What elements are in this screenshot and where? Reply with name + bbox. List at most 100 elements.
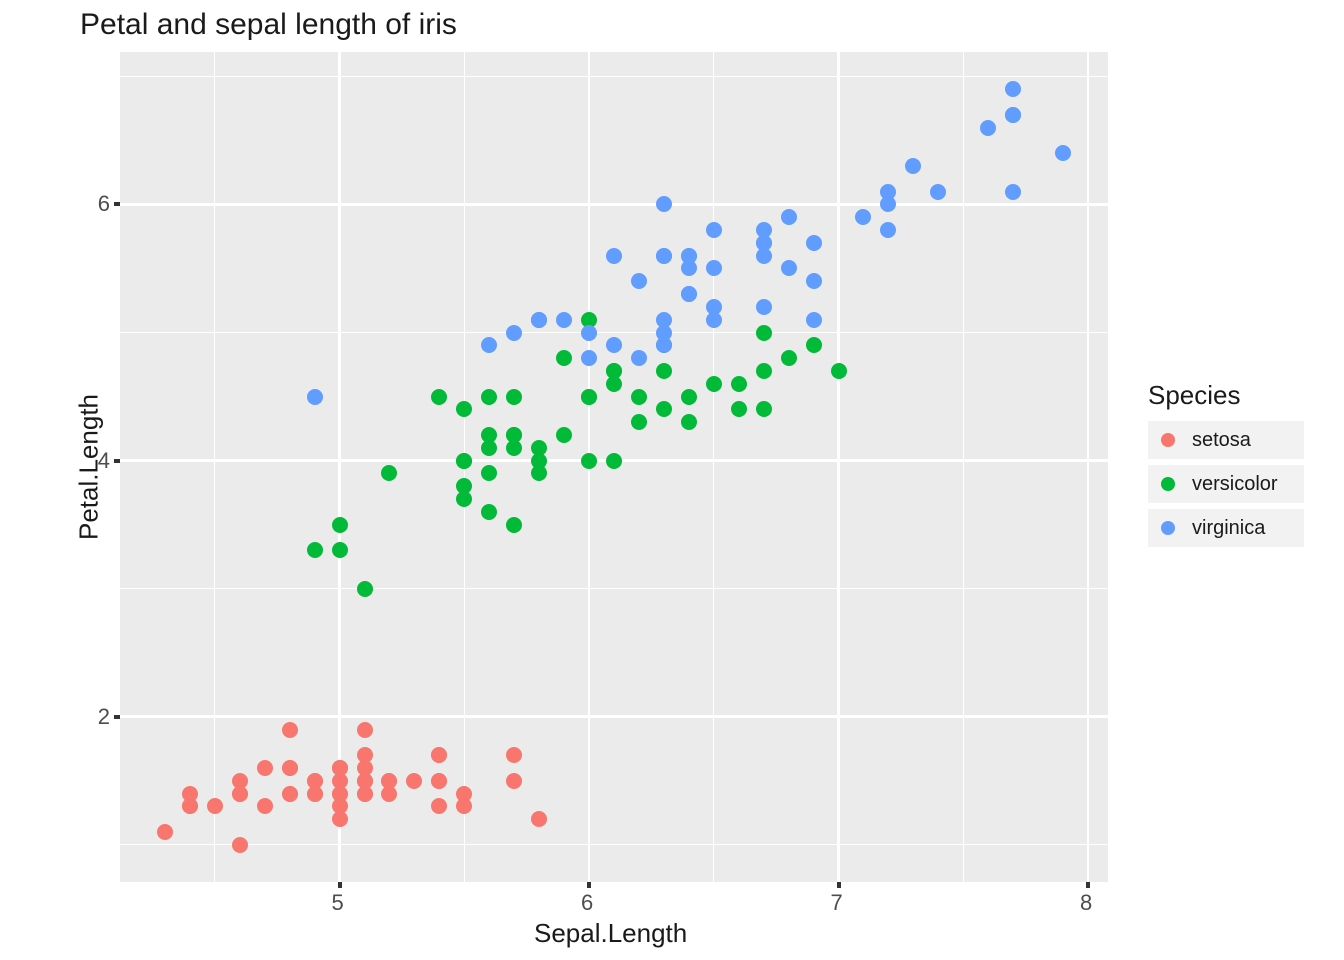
data-point [232,837,248,853]
data-point [781,209,797,225]
grid-line-minor-vertical [963,52,964,882]
data-point [506,389,522,405]
data-point [157,824,173,840]
data-point [307,389,323,405]
data-point [806,235,822,251]
grid-line-minor-horizontal [120,76,1108,77]
data-point [656,401,672,417]
plot-area [120,52,1108,882]
data-point [681,389,697,405]
chart-figure: Petal and sepal length of iris Sepal.Len… [0,0,1344,960]
data-point [431,389,447,405]
data-point [980,120,996,136]
legend-label: versicolor [1192,473,1278,496]
legend-item: versicolor [1148,465,1304,503]
data-point [606,248,622,264]
data-point [581,389,597,405]
data-point [606,376,622,392]
data-point [831,363,847,379]
data-point [506,747,522,763]
data-point [431,747,447,763]
data-point [556,427,572,443]
data-point [481,504,497,520]
legend-item: virginica [1148,509,1304,547]
data-point [506,440,522,456]
data-point [357,581,373,597]
data-point [257,798,273,814]
y-tick-mark [114,715,120,719]
grid-line-major-horizontal [120,715,1108,718]
data-point [357,760,373,776]
data-point [506,325,522,341]
data-point [731,401,747,417]
legend-dot-icon [1161,433,1175,447]
grid-line-major-horizontal [120,203,1108,206]
data-point [1005,107,1021,123]
data-point [282,722,298,738]
x-tick-label: 6 [581,890,593,916]
data-point [307,542,323,558]
data-point [656,196,672,212]
data-point [332,786,348,802]
data-point [706,222,722,238]
data-point [431,798,447,814]
data-point [706,260,722,276]
legend-title: Species [1148,380,1304,411]
data-point [581,325,597,341]
data-point [631,350,647,366]
data-point [581,453,597,469]
x-tick-mark [1086,882,1090,888]
data-point [656,248,672,264]
data-point [381,465,397,481]
x-tick-mark [837,882,841,888]
data-point [756,235,772,251]
data-point [182,798,198,814]
data-point [481,337,497,353]
data-point [656,325,672,341]
data-point [531,453,547,469]
legend-label: setosa [1192,429,1251,452]
x-tick-mark [338,882,342,888]
y-tick-mark [114,459,120,463]
data-point [681,414,697,430]
legend-item: setosa [1148,421,1304,459]
data-point [456,401,472,417]
data-point [506,773,522,789]
data-point [781,350,797,366]
data-point [232,786,248,802]
grid-line-minor-vertical [214,52,215,882]
data-point [606,337,622,353]
data-point [880,222,896,238]
legend-dot-icon [1161,477,1175,491]
data-point [606,453,622,469]
data-point [357,722,373,738]
y-tick-label: 4 [98,448,110,474]
data-point [756,401,772,417]
data-point [781,260,797,276]
grid-line-major-vertical [1087,52,1090,882]
data-point [1005,184,1021,200]
data-point [681,260,697,276]
legend: Species setosa versicolor virginica [1148,380,1304,553]
legend-key [1154,514,1182,542]
data-point [456,491,472,507]
data-point [756,363,772,379]
data-point [257,760,273,776]
data-point [706,376,722,392]
data-point [282,786,298,802]
data-point [332,760,348,776]
grid-line-minor-horizontal [120,844,1108,845]
data-point [756,325,772,341]
data-point [531,811,547,827]
grid-line-major-vertical [338,52,341,882]
data-point [1005,81,1021,97]
grid-line-minor-horizontal [120,588,1108,589]
data-point [1055,145,1071,161]
grid-line-major-vertical [837,52,840,882]
data-point [406,773,422,789]
x-axis-label: Sepal.Length [534,918,687,949]
data-point [706,299,722,315]
data-point [631,273,647,289]
data-point [332,517,348,533]
x-tick-label: 5 [332,890,344,916]
